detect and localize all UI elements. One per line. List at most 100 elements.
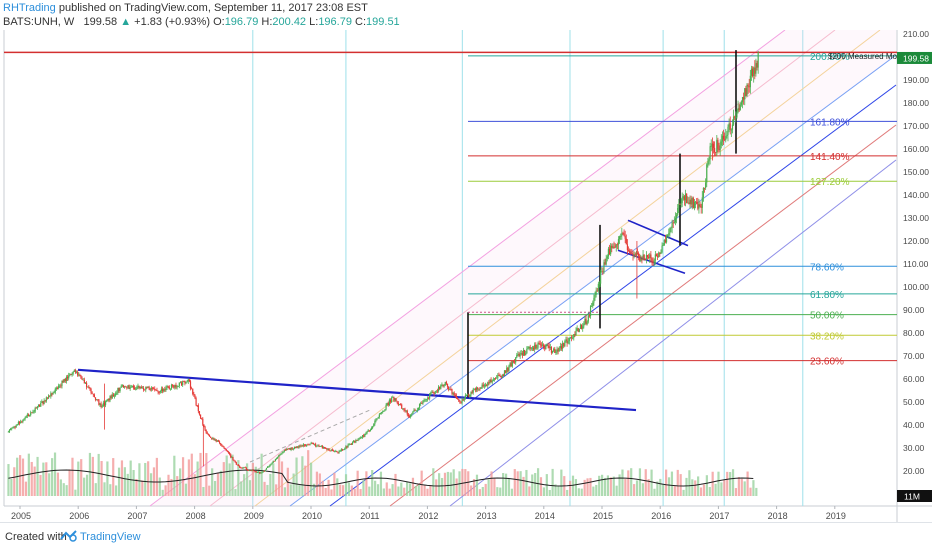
candle-body [655, 254, 658, 257]
candle-body [717, 139, 719, 149]
candle-body [673, 222, 675, 223]
candle-body [445, 382, 447, 384]
time-axis-tick: 2017 [709, 511, 729, 521]
candle-body [756, 63, 758, 68]
volume-bar [283, 487, 287, 496]
candle-body [367, 430, 369, 432]
candle-body [497, 375, 499, 378]
candle-body [529, 346, 531, 349]
candle-body [652, 262, 654, 264]
volume-bar [531, 474, 534, 496]
candle-body [588, 315, 591, 317]
author-link[interactable]: RHTrading [3, 2, 56, 14]
volume-bar [665, 469, 668, 496]
volume-bar [260, 453, 263, 496]
volume-average-line [8, 469, 754, 487]
candle-body [512, 361, 515, 363]
candle-body [168, 386, 170, 390]
volume-bar [566, 489, 569, 496]
candle-body [386, 402, 388, 406]
candle-body [13, 426, 15, 428]
candle-body [148, 387, 150, 390]
volume-bar [702, 484, 706, 496]
candle-body [53, 392, 55, 394]
candle-body [595, 290, 597, 295]
candle-body [286, 448, 288, 450]
candle-body [734, 116, 736, 118]
volume-bar [432, 468, 435, 496]
candle-body [744, 88, 746, 100]
candle-body [292, 448, 294, 450]
volume-bar [344, 474, 348, 496]
candle-body [478, 388, 480, 390]
candle-body [135, 388, 137, 390]
volume-bar [347, 482, 351, 496]
candle-body [321, 446, 323, 449]
volume-bar [449, 472, 452, 496]
candle-body [555, 352, 557, 354]
candle-body [684, 193, 687, 201]
fib-level-label: 78.60% [810, 262, 844, 273]
candle-body [705, 182, 707, 188]
candle-body [36, 406, 39, 409]
candle-body [215, 439, 217, 442]
price-chart[interactable]: 200.00% 161.80% 141.40% 127.20% 78.60% 61.80%… [0, 30, 932, 522]
volume-bar [606, 475, 610, 496]
volume-bar [737, 477, 740, 496]
volume-bar [179, 468, 182, 496]
time-axis-tick: 2015 [593, 511, 613, 521]
volume-bar [254, 466, 257, 496]
candle-body [197, 405, 199, 412]
volume-bar [720, 482, 723, 496]
candle-body [516, 354, 518, 358]
created-with-label: Created with [5, 531, 67, 543]
volume-bar [408, 483, 412, 496]
candle-body [499, 375, 501, 377]
volume-bar [295, 457, 298, 496]
candle-body [541, 344, 544, 346]
candle-body [436, 390, 439, 392]
time-axis-tick: 2016 [651, 511, 671, 521]
volume-bar [272, 463, 275, 496]
candle-body [665, 235, 668, 243]
candle-body [410, 414, 412, 417]
candle-body [607, 248, 610, 257]
candle-body [299, 445, 301, 447]
tradingview-brand[interactable]: TradingView [80, 531, 141, 543]
candle-body [344, 448, 346, 450]
price-axis-tick: 90.00 [903, 305, 925, 315]
candle-body [672, 222, 674, 224]
candle-body [185, 382, 187, 384]
volume-bar [420, 470, 423, 496]
volume-bar [365, 471, 368, 496]
candle-body [749, 75, 751, 88]
candle-body [151, 387, 154, 389]
candle-body [161, 388, 164, 392]
candle-body [18, 422, 21, 424]
candle-body [210, 436, 212, 438]
volume-bar [595, 484, 598, 496]
candle-body [37, 404, 40, 407]
candle-body [373, 424, 375, 427]
candle-body [259, 471, 261, 474]
volume-bar [749, 487, 752, 496]
fib-level-label: 50.00% [810, 311, 844, 322]
candle-body [615, 244, 617, 248]
candle-body [202, 418, 204, 425]
candle-body [560, 346, 563, 349]
candle-body [263, 471, 265, 472]
chart-area[interactable]: 200.00% 161.80% 141.40% 127.20% 78.60% 61.80%… [0, 30, 932, 522]
candle-body [491, 380, 493, 383]
volume-bar [528, 486, 531, 496]
volume-bar [304, 465, 307, 496]
candle-body [743, 96, 745, 100]
volume-badge [897, 490, 932, 502]
candle-body [680, 202, 682, 205]
candle-body [646, 255, 649, 257]
candle-body [227, 451, 230, 453]
candle-body [303, 444, 306, 446]
last-price: 199.58 [83, 16, 118, 28]
candle-body [437, 386, 440, 392]
candle-body [606, 256, 608, 259]
channel-line [389, 124, 897, 507]
